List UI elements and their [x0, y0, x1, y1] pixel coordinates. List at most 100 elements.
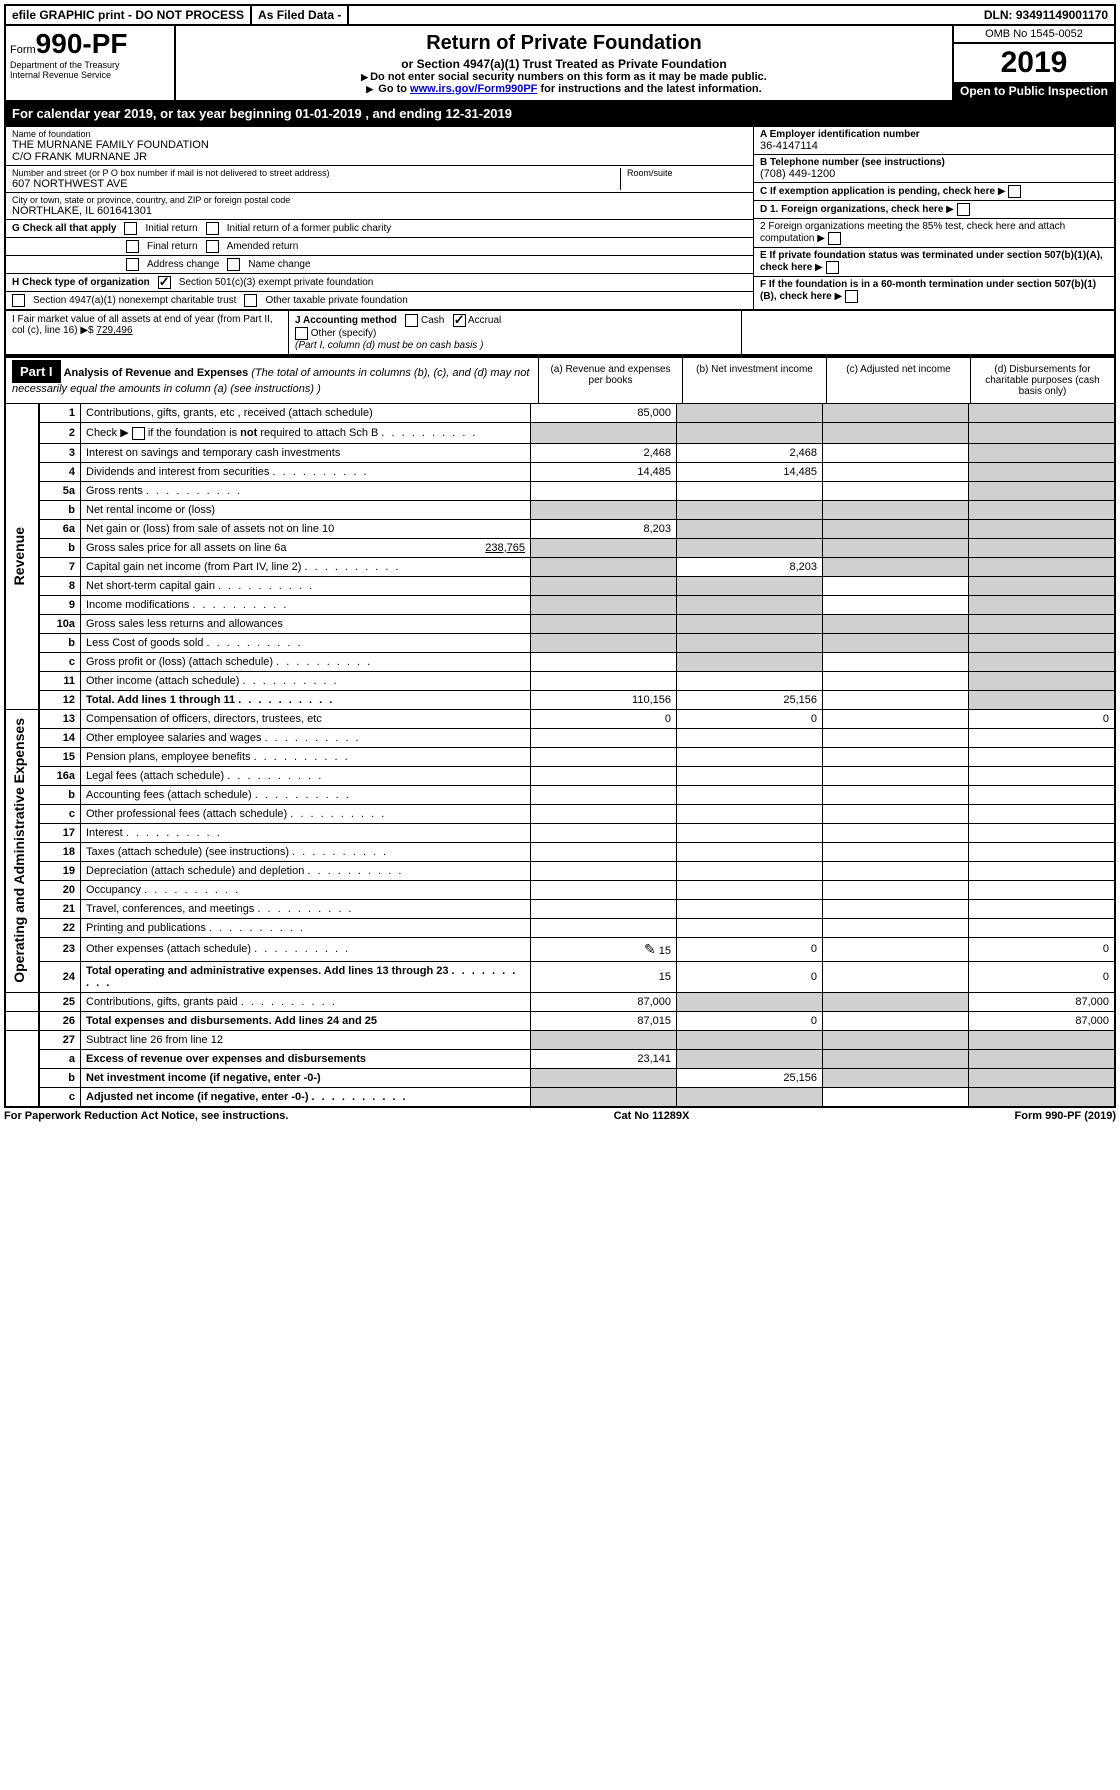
- c-label: C If exemption application is pending, c…: [760, 186, 995, 197]
- name-label: Name of foundation: [12, 129, 747, 139]
- foundation-name-1: THE MURNANE FAMILY FOUNDATION: [12, 139, 747, 151]
- part-label: Part I: [12, 360, 61, 383]
- expenses-side-label: Operating and Administrative Expenses: [11, 718, 27, 983]
- part-title: Analysis of Revenue and Expenses: [64, 367, 249, 379]
- dept-irs: Internal Revenue Service: [10, 70, 170, 80]
- checkbox-name-change[interactable]: [227, 258, 240, 271]
- table-row: 8Net short-term capital gain: [5, 576, 1115, 595]
- table-row: 7Capital gain net income (from Part IV, …: [5, 557, 1115, 576]
- checkbox-other-method[interactable]: [295, 327, 308, 340]
- attachment-icon[interactable]: ✎: [644, 941, 656, 957]
- irs-link[interactable]: www.irs.gov/Form990PF: [410, 83, 537, 95]
- table-row: cGross profit or (loss) (attach schedule…: [5, 652, 1115, 671]
- calendar-year: For calendar year 2019, or tax year begi…: [4, 102, 1116, 127]
- city-state-zip: NORTHLAKE, IL 601641301: [12, 205, 747, 217]
- section-g: G Check all that apply Initial return In…: [6, 220, 753, 238]
- d1-label: D 1. Foreign organizations, check here: [760, 204, 943, 215]
- table-row: 18Taxes (attach schedule) (see instructi…: [5, 842, 1115, 861]
- section-i-j: I Fair market value of all assets at end…: [4, 311, 1116, 356]
- col-c-header: (c) Adjusted net income: [826, 358, 970, 403]
- checkbox-address-change[interactable]: [126, 258, 139, 271]
- addr-label: Number and street (or P O box number if …: [12, 168, 620, 178]
- form-header: Form990-PF Department of the Treasury In…: [4, 26, 1116, 102]
- page-footer: For Paperwork Reduction Act Notice, see …: [4, 1108, 1116, 1122]
- open-public: Open to Public Inspection: [954, 82, 1114, 100]
- checkbox-initial-return[interactable]: [124, 222, 137, 235]
- ein-value: 36-4147114: [760, 140, 1108, 152]
- j-note: (Part I, column (d) must be on cash basi…: [295, 340, 483, 351]
- checkbox-sch-b[interactable]: [132, 427, 145, 440]
- checkbox-final-return[interactable]: [126, 240, 139, 253]
- checkbox-amended-return[interactable]: [206, 240, 219, 253]
- part-1-header: Part I Analysis of Revenue and Expenses …: [4, 356, 1116, 403]
- table-row: bGross sales price for all assets on lin…: [5, 538, 1115, 557]
- table-row: 22Printing and publications: [5, 918, 1115, 937]
- form-subtitle: or Section 4947(a)(1) Trust Treated as P…: [180, 57, 948, 71]
- table-row: 16aLegal fees (attach schedule): [5, 766, 1115, 785]
- main-table: Revenue 1 Contributions, gifts, grants, …: [4, 403, 1116, 1108]
- table-row: 2Check ▶ if the foundation is not requir…: [5, 423, 1115, 444]
- table-row: 10aGross sales less returns and allowanc…: [5, 614, 1115, 633]
- section-h: H Check type of organization Section 501…: [6, 274, 753, 292]
- table-row: bNet investment income (if negative, ent…: [5, 1068, 1115, 1087]
- form-title: Return of Private Foundation: [180, 32, 948, 55]
- checkbox-c[interactable]: [1008, 185, 1021, 198]
- table-row: 23Other expenses (attach schedule) ✎ 150…: [5, 937, 1115, 961]
- info-block: Name of foundation THE MURNANE FAMILY FO…: [4, 127, 1116, 311]
- table-row: 26Total expenses and disbursements. Add …: [5, 1011, 1115, 1030]
- table-row: Revenue 1 Contributions, gifts, grants, …: [5, 404, 1115, 423]
- footer-left: For Paperwork Reduction Act Notice, see …: [4, 1110, 288, 1122]
- table-row: cOther professional fees (attach schedul…: [5, 804, 1115, 823]
- foundation-name-2: C/O FRANK MURNANE JR: [12, 151, 747, 163]
- table-row: 17Interest: [5, 823, 1115, 842]
- top-bar: efile GRAPHIC print - DO NOT PROCESS As …: [4, 4, 1116, 26]
- table-row: 25Contributions, gifts, grants paid 87,0…: [5, 992, 1115, 1011]
- form-prefix: Form: [10, 44, 36, 56]
- col-a-header: (a) Revenue and expenses per books: [538, 358, 682, 403]
- table-row: 15Pension plans, employee benefits: [5, 747, 1115, 766]
- checkbox-d2[interactable]: [828, 232, 841, 245]
- table-row: bAccounting fees (attach schedule): [5, 785, 1115, 804]
- footer-mid: Cat No 11289X: [614, 1110, 690, 1122]
- checkbox-f[interactable]: [845, 290, 858, 303]
- checkbox-e[interactable]: [826, 261, 839, 274]
- table-row: 3Interest on savings and temporary cash …: [5, 443, 1115, 462]
- table-row: 19Depreciation (attach schedule) and dep…: [5, 861, 1115, 880]
- table-row: 6aNet gain or (loss) from sale of assets…: [5, 519, 1115, 538]
- asfiled-label: As Filed Data -: [252, 6, 349, 24]
- table-row: aExcess of revenue over expenses and dis…: [5, 1049, 1115, 1068]
- dept-treasury: Department of the Treasury: [10, 60, 170, 70]
- table-row: 24Total operating and administrative exp…: [5, 961, 1115, 992]
- col-b-header: (b) Net investment income: [682, 358, 826, 403]
- checkbox-4947a1[interactable]: [12, 294, 25, 307]
- checkbox-cash[interactable]: [405, 314, 418, 327]
- efile-label: efile GRAPHIC print - DO NOT PROCESS: [6, 6, 252, 24]
- table-row: 5aGross rents: [5, 481, 1115, 500]
- table-row: 9Income modifications: [5, 595, 1115, 614]
- table-row: 12Total. Add lines 1 through 11 110,1562…: [5, 690, 1115, 709]
- i-value: 729,496: [96, 325, 132, 336]
- checkbox-accrual[interactable]: [453, 314, 466, 327]
- instruction-2: Go to www.irs.gov/Form990PF for instruct…: [180, 83, 948, 95]
- checkbox-initial-former[interactable]: [206, 222, 219, 235]
- ein-label: A Employer identification number: [760, 129, 1108, 140]
- table-row: 20Occupancy: [5, 880, 1115, 899]
- omb-number: OMB No 1545-0052: [954, 26, 1114, 44]
- table-row: 21Travel, conferences, and meetings: [5, 899, 1115, 918]
- table-row: 14Other employee salaries and wages: [5, 728, 1115, 747]
- checkbox-other-taxable[interactable]: [244, 294, 257, 307]
- city-label: City or town, state or province, country…: [12, 195, 747, 205]
- street-address: 607 NORTHWEST AVE: [12, 178, 620, 190]
- table-row: cAdjusted net income (if negative, enter…: [5, 1087, 1115, 1107]
- table-row: 27Subtract line 26 from line 12: [5, 1030, 1115, 1049]
- table-row: bNet rental income or (loss): [5, 500, 1115, 519]
- tax-year: 2019: [954, 44, 1114, 82]
- phone-value: (708) 449-1200: [760, 168, 1108, 180]
- table-row: 11Other income (attach schedule): [5, 671, 1115, 690]
- checkbox-501c3[interactable]: [158, 276, 171, 289]
- e-label: E If private foundation status was termi…: [760, 250, 1103, 273]
- dln-label: DLN: 93491149001170: [978, 6, 1114, 24]
- revenue-side-label: Revenue: [11, 527, 27, 585]
- phone-label: B Telephone number (see instructions): [760, 157, 1108, 168]
- checkbox-d1[interactable]: [957, 203, 970, 216]
